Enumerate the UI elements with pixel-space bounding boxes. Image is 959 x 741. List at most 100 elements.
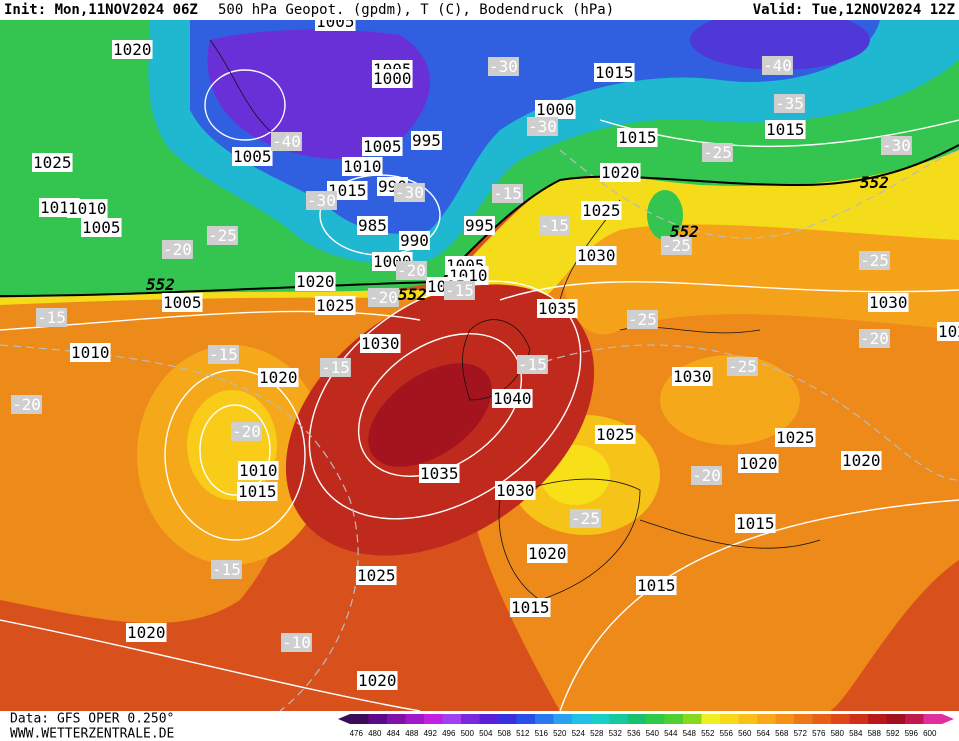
isobar-label: 1020 [259, 368, 298, 387]
temperature-label: -15 [209, 345, 238, 364]
colorbar-swatch [535, 714, 554, 724]
temperature-label: -15 [445, 281, 474, 300]
colorbar-swatch [572, 714, 591, 724]
isobar-label-box [937, 322, 959, 341]
temperature-label: -20 [692, 466, 721, 485]
colorbar-label: 556 [720, 729, 734, 738]
isobar-label-box [738, 454, 779, 473]
isobar-label-box [357, 671, 398, 690]
colorbar-label: 496 [442, 729, 456, 738]
isobar-label: 1015 [736, 514, 775, 533]
isobar-label-box [464, 216, 495, 235]
colorbar-label: 584 [849, 729, 863, 738]
isobar-label: 990 [400, 231, 429, 250]
colorbar-swatch [350, 714, 369, 724]
isobar-label: 1025 [776, 428, 815, 447]
isobar-label-box [765, 120, 806, 139]
colorbar-label: 508 [498, 729, 512, 738]
colorbar-swatch [757, 714, 776, 724]
height-label: 552 [398, 285, 427, 304]
isobar-label-box [537, 299, 578, 318]
isobar-label: 1030 [869, 293, 908, 312]
temperature-label-box [306, 191, 337, 210]
isobar-label: 985 [358, 216, 387, 235]
isobar-label-box [594, 63, 635, 82]
colorbar-swatch [387, 714, 406, 724]
isobar-label: 1005 [82, 218, 121, 237]
temperature-label: -20 [163, 240, 192, 259]
isobar-label: 1010 [71, 343, 110, 362]
temperature-label: -10 [282, 633, 311, 652]
isobar-label-box [356, 566, 397, 585]
isobar-label-box [67, 199, 108, 218]
isobar-label: 1025 [316, 296, 355, 315]
temperature-label: -20 [369, 288, 398, 307]
isobar-label-box [419, 464, 460, 483]
colorbar-label: 532 [609, 729, 623, 738]
isobar-label-box [70, 343, 111, 362]
isobar-label-box [126, 623, 167, 642]
isobar-label-box [581, 201, 622, 220]
colorbar-label: 488 [405, 729, 419, 738]
temperature-label: -25 [628, 310, 657, 329]
temperature-label: -20 [397, 261, 426, 280]
colorbar: 476 480 484 488 492 496 500 504 508 512 516 520 524 5… [338, 714, 954, 738]
temperature-label-box [36, 308, 67, 327]
isobar-label-box [672, 367, 713, 386]
colorbar-swatch [775, 714, 795, 724]
colorbar-swatch [498, 714, 517, 724]
colorbar-swatch [516, 714, 536, 724]
temperature-label-box [320, 358, 351, 377]
colorbar-label: 484 [387, 729, 401, 738]
height-label: 552 [146, 275, 175, 294]
isobar-label-box [617, 128, 658, 147]
temperature-label: -15 [37, 308, 66, 327]
colorbar-swatch [479, 714, 499, 724]
temperature-label: -20 [860, 329, 889, 348]
isobar-label: 1020 [528, 544, 567, 563]
temperature-label-box [774, 94, 805, 113]
colorbar-label: 500 [461, 729, 475, 738]
colorbar-swatch [646, 714, 665, 724]
isobar-label: 1040 [493, 389, 532, 408]
temperature-label-box [539, 216, 570, 235]
temperature-label-box [231, 422, 262, 441]
colorbar-label: 544 [664, 729, 678, 738]
isobar-label: 1020 [601, 163, 640, 182]
temperature-label-box [570, 509, 601, 528]
isobar-label: 1000 [536, 100, 575, 119]
isobar-label: 1025 [357, 566, 396, 585]
isobar-label-box [372, 69, 413, 88]
colorbar-label: 564 [757, 729, 771, 738]
isobar-label: 1015 [328, 181, 367, 200]
isobar-label-box [32, 153, 73, 172]
colorbar-label: 596 [905, 729, 919, 738]
colorbar-swatch [609, 714, 628, 724]
temperature-label-box [444, 281, 475, 300]
temperature-label: -40 [272, 132, 301, 151]
temperature-label-box [691, 466, 722, 485]
colorbar-label: 504 [479, 729, 493, 738]
colorbar-swatch [905, 714, 924, 724]
isobar-label: 1015 [595, 63, 634, 82]
temperature-label: -30 [307, 191, 336, 210]
temperature-label-box [627, 310, 658, 329]
temperature-label-box [396, 261, 427, 280]
colorbar-swatch [831, 714, 850, 724]
temperature-label-box [281, 633, 312, 652]
isobar-label: 1020 [127, 623, 166, 642]
colorbar-label: 588 [868, 729, 882, 738]
temperature-label: -15 [321, 358, 350, 377]
height-label: 552 [670, 222, 699, 241]
isobar-label: 1010 [239, 461, 278, 480]
temperature-label-box [727, 357, 758, 376]
isobar-label-box [162, 293, 203, 312]
height-552-line [0, 144, 959, 297]
isobar-label-box [238, 461, 279, 480]
isobar-label-box [357, 216, 388, 235]
map: 1020100510051000101510001025100510051010… [0, 20, 959, 711]
isobar-label: 1030 [361, 334, 400, 353]
temperature-label: -25 [860, 251, 889, 270]
map-title: 500 hPa Geopot. (gpdm), T (C), Bodendruc… [218, 2, 614, 18]
temperature-label: -30 [528, 117, 557, 136]
